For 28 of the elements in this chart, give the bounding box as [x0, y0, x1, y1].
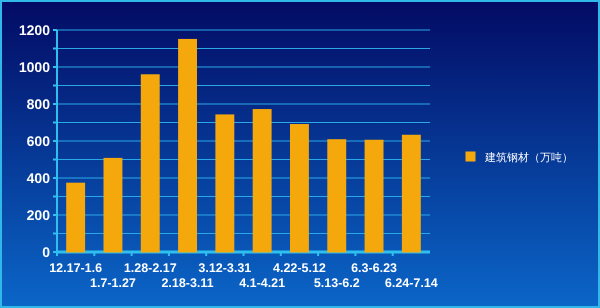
- x-tick-label: 6.24-7.14: [384, 276, 438, 290]
- bar: [402, 134, 421, 252]
- x-tick-label: 4.22-5.12: [273, 261, 326, 275]
- x-tick-label: 2.18-3.11: [161, 276, 214, 290]
- y-tick-label: 1200: [18, 22, 50, 38]
- bar: [327, 139, 346, 252]
- bar: [252, 109, 272, 252]
- y-tick-label: 0: [42, 244, 50, 260]
- y-tick-label: 1000: [18, 59, 50, 75]
- x-tick-label: 1.28-2.17: [124, 261, 177, 275]
- y-tick-label: 400: [26, 170, 50, 186]
- bar: [215, 114, 234, 252]
- y-tick-label: 200: [26, 207, 50, 223]
- bar: [140, 74, 160, 252]
- x-tick-label: 12.17-1.6: [49, 261, 102, 275]
- x-tick-label: 6.3-6.23: [351, 261, 398, 275]
- bar: [290, 124, 309, 252]
- x-tick-label: 5.13-6.2: [314, 276, 360, 290]
- bar: [178, 38, 197, 252]
- bar: [104, 158, 122, 252]
- y-tick-label: 600: [26, 133, 50, 149]
- y-tick-label: 800: [26, 96, 50, 112]
- x-tick-label: 3.12-3.31: [198, 261, 252, 275]
- legend-label: 建筑钢材（万吨）: [484, 151, 573, 164]
- x-tick-label: 1.7-1.27: [90, 276, 136, 290]
- x-tick-label: 4.1-4.21: [239, 276, 286, 290]
- bar: [66, 182, 86, 252]
- bar: [364, 140, 384, 252]
